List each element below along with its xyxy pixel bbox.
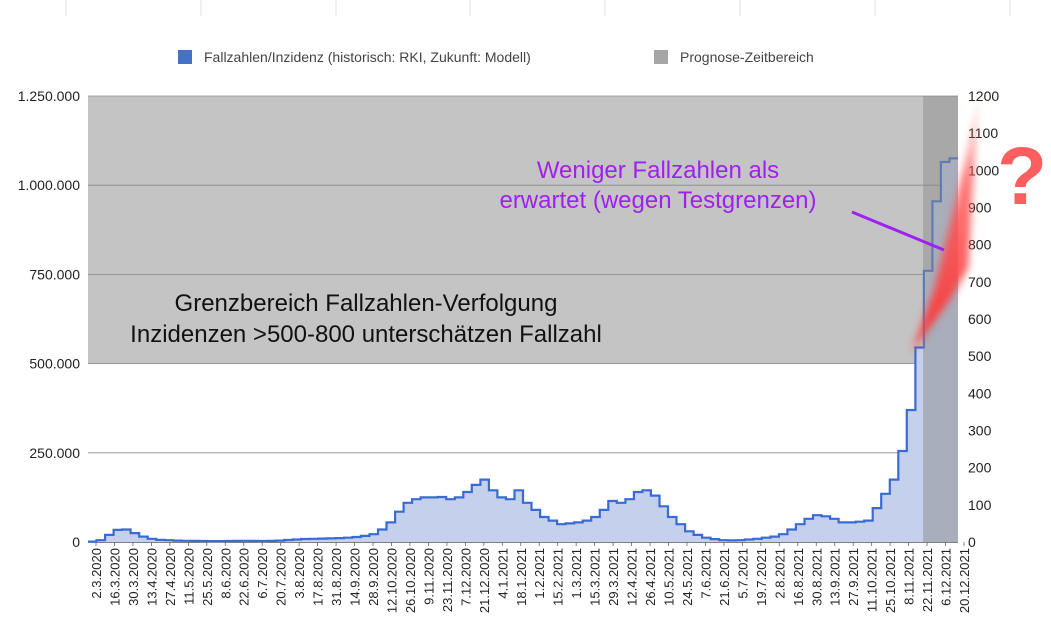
x-tick-label: 15.3.2021 — [588, 548, 603, 606]
x-tick-label: 13.9.2021 — [828, 548, 843, 606]
x-tick-label: 20.7.2020 — [274, 548, 289, 606]
x-tick-label: 30.3.2020 — [126, 548, 141, 606]
x-tick-label: 11.10.2021 — [865, 548, 880, 612]
x-tick-label: 5.7.2021 — [735, 548, 750, 599]
legend-label-series: Fallzahlen/Inzidenz (historisch: RKI, Zu… — [204, 49, 531, 65]
x-tick-label: 22.6.2020 — [237, 548, 252, 606]
x-tick-label: 8.11.2021 — [902, 548, 917, 605]
y-tick-label-left: 0 — [72, 534, 80, 550]
weniger-label-line2: erwartet (wegen Testgrenzen) — [499, 187, 816, 214]
legend-swatch-series — [178, 50, 192, 64]
x-tick-label: 3.8.2020 — [292, 548, 307, 599]
y-tick-label-left: 500.000 — [29, 356, 80, 372]
y-tick-label-right: 900 — [968, 200, 992, 216]
x-tick-label: 15.2.2021 — [551, 548, 566, 606]
y-tick-label-right: 100 — [968, 497, 992, 513]
x-tick-label: 2.3.2020 — [89, 548, 104, 599]
x-tick-label: 27.9.2021 — [846, 548, 861, 606]
y-tick-label-right: 700 — [968, 274, 992, 290]
x-tick-label: 18.1.2021 — [514, 548, 529, 606]
x-tick-label: 20.12.2021 — [957, 548, 972, 613]
y-axis-left: 0 250.000 500.000 750.000 1.000.000 1.250.000 — [18, 88, 81, 550]
x-tick-label: 7.6.2021 — [698, 548, 713, 599]
y-tick-label-left: 1.000.000 — [18, 177, 80, 193]
x-tick-label: 21.6.2021 — [717, 548, 732, 606]
x-tick-label: 12.4.2021 — [625, 548, 640, 606]
x-tick-label: 27.4.2020 — [163, 548, 178, 606]
question-mark: ? — [997, 131, 1047, 222]
y-tick-label-left: 1.250.000 — [18, 88, 80, 104]
boundary-region — [88, 96, 958, 364]
x-tick-label: 30.8.2021 — [809, 548, 824, 606]
x-tick-label: 25.5.2020 — [200, 548, 215, 606]
x-tick-label: 4.1.2021 — [495, 548, 510, 599]
x-tick-label: 14.9.2020 — [348, 548, 363, 606]
y-tick-label-right: 800 — [968, 237, 992, 253]
x-tick-label: 19.7.2021 — [754, 548, 769, 606]
boundary-label-line2: Inzidenzen >500-800 unterschätzen Fallza… — [130, 321, 602, 348]
red-forecast-cone — [912, 100, 978, 352]
x-tick-label: 6.12.2021 — [939, 548, 954, 606]
x-tick-label: 8.6.2020 — [218, 548, 233, 599]
legend-label-forecast: Prognose-Zeitbereich — [680, 49, 814, 65]
y-tick-label-right: 500 — [968, 348, 992, 364]
x-tick-label: 1.3.2021 — [569, 548, 584, 599]
x-tick-label: 7.12.2020 — [458, 548, 473, 606]
x-tick-label: 25.10.2021 — [883, 548, 898, 613]
x-tick-label: 26.4.2021 — [643, 548, 658, 606]
x-tick-label: 11.5.2020 — [181, 548, 196, 605]
x-tick-label: 26.10.2020 — [403, 548, 418, 613]
boundary-label-line1: Grenzbereich Fallzahlen-Verfolgung — [175, 290, 558, 317]
x-tick-label: 16.8.2021 — [791, 548, 806, 606]
weniger-arrow — [851, 210, 945, 252]
y-tick-label-left: 250.000 — [29, 445, 80, 461]
x-tick-label: 1.2.2021 — [532, 548, 547, 599]
x-tick-label: 17.8.2020 — [311, 548, 326, 606]
y-tick-label-right: 1200 — [968, 88, 999, 104]
x-tick-label: 2.8.2021 — [772, 548, 787, 599]
x-tick-label: 12.10.2020 — [384, 548, 399, 613]
x-tick-label: 31.8.2020 — [329, 548, 344, 606]
x-tick-label: 10.5.2021 — [662, 548, 677, 606]
y-tick-label-right: 600 — [968, 311, 992, 327]
x-tick-label: 21.12.2020 — [477, 548, 492, 613]
x-tick-label: 24.5.2021 — [680, 548, 695, 606]
weniger-label-line1: Weniger Fallzahlen als — [537, 157, 779, 184]
x-tick-label: 23.11.2020 — [440, 548, 455, 612]
x-tick-label: 28.9.2020 — [366, 548, 381, 606]
x-tick-label: 16.3.2020 — [107, 548, 122, 606]
y-tick-label-right: 1000 — [968, 162, 999, 178]
x-tick-label: 6.7.2020 — [255, 548, 270, 599]
y-tick-label-left: 750.000 — [29, 266, 80, 282]
y-tick-label-right: 200 — [968, 460, 992, 476]
legend: Fallzahlen/Inzidenz (historisch: RKI, Zu… — [178, 49, 814, 65]
x-axis: 2.3.2020 16.3.2020 30.3.2020 13.4.2020 27.4.… — [89, 542, 972, 613]
x-tick-label: 9.11.2020 — [421, 548, 436, 605]
x-tick-label: 22.11.2021 — [920, 548, 935, 612]
top-edge-ticks — [65, 0, 1011, 16]
y-tick-label-right: 0 — [968, 534, 976, 550]
y-tick-label-right: 400 — [968, 385, 992, 401]
y-tick-label-right: 300 — [968, 423, 992, 439]
series-line — [88, 157, 958, 543]
x-tick-label: 29.3.2021 — [606, 548, 621, 606]
x-tick-label: 13.4.2020 — [144, 548, 159, 606]
legend-swatch-forecast — [654, 50, 668, 64]
